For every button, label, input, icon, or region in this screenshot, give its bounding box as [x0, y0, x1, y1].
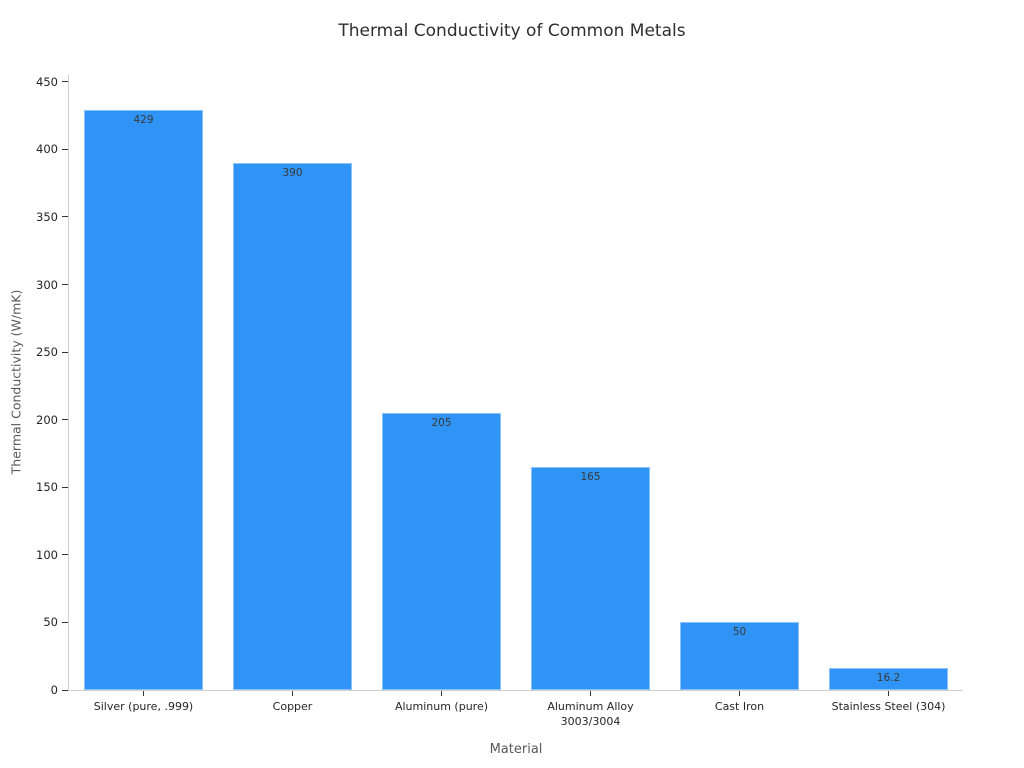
y-tick-label-450: 450: [36, 74, 58, 89]
x-tick-label-stainless-steel-304: Stainless Steel (304): [804, 699, 974, 714]
x-tick-label-line: Aluminum Alloy: [547, 700, 634, 713]
chart-title: Thermal Conductivity of Common Metals: [338, 21, 686, 41]
x-tick-label-line: Aluminum (pure): [394, 700, 489, 713]
x-tick-label-cast-iron: Cast Iron: [655, 699, 825, 714]
y-tick-mark-300: [62, 284, 68, 285]
y-tick-mark-450: [62, 81, 68, 83]
y-tick-label-150: 150: [36, 480, 58, 495]
y-tick-mark-0: [62, 689, 68, 691]
y-tick-label-300: 300: [36, 277, 58, 292]
y-tick-mark-350: [62, 216, 68, 218]
y-tick-label-50: 50: [43, 615, 58, 630]
y-tick-label-100: 100: [36, 547, 58, 562]
y-tick-mark-250: [62, 351, 68, 353]
bar-value-label-stainless-steel-304: 16.2: [876, 672, 901, 685]
x-axis-spine: [68, 690, 963, 691]
y-axis-label: Thermal Conductivity (W/mK): [8, 289, 24, 475]
x-axis-label: Material: [489, 742, 543, 757]
y-tick-label-200: 200: [36, 412, 58, 427]
y-tick-label-250: 250: [36, 345, 58, 360]
x-tick-label-silver-pure-999: Silver (pure, .999): [59, 699, 229, 714]
bar-stainless-steel-304: [829, 668, 948, 690]
bar-value-label-silver-pure-999: 429: [133, 114, 154, 127]
x-tick-label-line: Stainless Steel (304): [831, 700, 946, 713]
x-tick-mark-cast-iron: [739, 691, 740, 696]
bar-value-label-aluminum-alloy-3003-3004: 165: [580, 470, 601, 483]
y-tick-mark-200: [62, 419, 68, 421]
x-tick-label-line: Cast Iron: [714, 700, 765, 713]
bar-copper: [233, 162, 352, 690]
x-tick-mark-aluminum-alloy-3003-3004: [590, 691, 591, 696]
bar-aluminum-pure: [382, 412, 501, 690]
y-tick-mark-150: [62, 486, 68, 488]
x-tick-label-line: Copper: [272, 700, 313, 713]
bar-aluminum-alloy-3003-3004: [531, 466, 650, 690]
bar-value-label-cast-iron: 50: [732, 626, 747, 639]
bar-cast-iron: [680, 622, 799, 690]
x-tick-mark-aluminum-pure: [441, 691, 442, 696]
x-tick-label-aluminum-pure: Aluminum (pure): [357, 699, 527, 714]
y-tick-label-350: 350: [36, 209, 58, 224]
x-tick-label-copper: Copper: [208, 699, 378, 714]
bar-value-label-copper: 390: [282, 166, 303, 179]
x-tick-label-line: 3003/3004: [560, 715, 621, 728]
y-tick-label-0: 0: [50, 683, 58, 697]
y-axis-spine: [68, 75, 69, 691]
x-tick-mark-copper: [292, 691, 293, 696]
y-tick-label-400: 400: [36, 142, 58, 157]
x-tick-mark-stainless-steel-304: [888, 691, 889, 696]
x-tick-label-line: Silver (pure, .999): [93, 700, 194, 713]
bar-value-label-aluminum-pure: 205: [431, 416, 452, 429]
bar-silver-pure-999: [84, 110, 203, 690]
y-tick-mark-50: [62, 621, 68, 623]
x-tick-mark-silver-pure-999: [143, 691, 144, 696]
y-tick-mark-400: [62, 148, 68, 150]
x-tick-label-aluminum-alloy-3003-3004: Aluminum Alloy 3003/3004: [506, 699, 676, 729]
y-tick-mark-100: [62, 554, 68, 556]
